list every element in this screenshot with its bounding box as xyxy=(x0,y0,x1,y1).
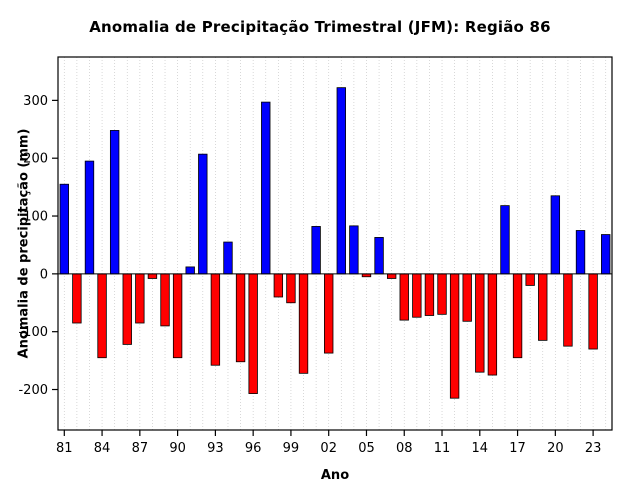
bar-2017 xyxy=(512,273,523,359)
x-tick-label: 87 xyxy=(132,441,149,456)
x-tick-label: 17 xyxy=(509,441,526,456)
bar-1988 xyxy=(147,273,158,279)
x-tick-label: 20 xyxy=(547,441,564,456)
bar-2012 xyxy=(449,273,460,399)
bar-2003 xyxy=(336,87,346,275)
bar-1989 xyxy=(160,273,170,327)
bar-1997 xyxy=(261,101,271,275)
x-tick-label: 05 xyxy=(358,441,375,456)
bar-1990 xyxy=(172,273,183,359)
x-tick-label: 93 xyxy=(207,441,224,456)
x-tick-label: 02 xyxy=(320,441,337,456)
bar-2016 xyxy=(500,205,510,275)
bar-1986 xyxy=(122,273,132,345)
y-tick-label: 300 xyxy=(23,94,48,109)
chart-title: Anomalia de Precipitação Trimestral (JFM… xyxy=(89,18,551,36)
bar-1987 xyxy=(135,273,145,324)
bar-2000 xyxy=(298,273,309,374)
bar-1984 xyxy=(97,273,107,359)
bar-2023 xyxy=(588,273,598,350)
bar-2002 xyxy=(324,273,334,354)
bar-2007 xyxy=(386,273,397,279)
bar-2009 xyxy=(412,273,422,318)
bar-1992 xyxy=(198,153,208,275)
bar-2014 xyxy=(475,273,485,373)
bar-1981 xyxy=(59,183,69,275)
bar-2021 xyxy=(563,273,573,347)
bar-2020 xyxy=(550,195,561,275)
bar-2010 xyxy=(424,273,435,316)
bar-2001 xyxy=(311,226,321,275)
y-tick-label: -200 xyxy=(18,383,48,398)
x-axis-label: Ano xyxy=(320,468,350,483)
bar-1995 xyxy=(235,273,246,363)
y-axis-label: Anomalia de precipitação (mm) xyxy=(16,128,32,359)
bar-2004 xyxy=(349,225,359,275)
bar-1996 xyxy=(248,273,258,394)
x-tick-label: 23 xyxy=(585,441,602,456)
bar-2022 xyxy=(575,230,586,275)
bar-1985 xyxy=(109,130,120,275)
x-tick-label: 90 xyxy=(169,441,186,456)
y-tick-label: 100 xyxy=(23,210,48,225)
x-tick-label: 08 xyxy=(396,441,413,456)
bar-2008 xyxy=(399,273,409,321)
x-tick-label: 96 xyxy=(245,441,262,456)
bar-2006 xyxy=(374,237,384,275)
y-tick-label: 200 xyxy=(23,152,48,167)
x-tick-label: 99 xyxy=(283,441,300,456)
bar-2018 xyxy=(525,273,535,286)
bar-2019 xyxy=(538,273,548,341)
bar-1994 xyxy=(223,241,233,275)
x-tick-label: 14 xyxy=(472,441,489,456)
y-tick-label: -100 xyxy=(18,325,48,340)
bar-1982 xyxy=(72,273,82,324)
y-tick-label: 0 xyxy=(40,267,48,282)
bar-1993 xyxy=(210,273,221,366)
x-tick-label: 84 xyxy=(94,441,111,456)
bar-2024 xyxy=(601,234,611,275)
x-tick-label: 11 xyxy=(434,441,451,456)
bar-2011 xyxy=(437,273,447,315)
bar-2013 xyxy=(462,273,472,322)
bar-1983 xyxy=(84,160,95,275)
x-tick-label: 81 xyxy=(56,441,73,456)
bar-1998 xyxy=(273,273,284,298)
bar-2015 xyxy=(487,273,498,376)
bar-1999 xyxy=(286,273,296,304)
bar-1991 xyxy=(185,266,195,275)
